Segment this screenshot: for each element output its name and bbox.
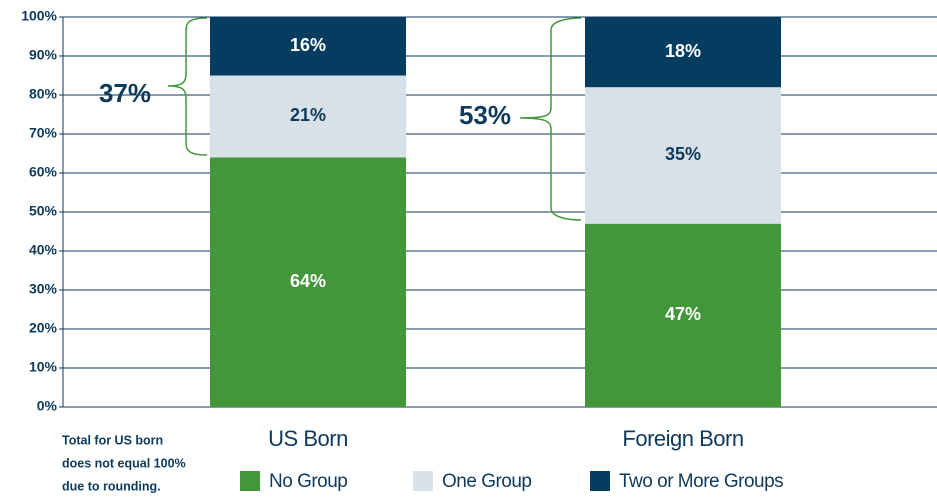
value-label: 35%	[665, 144, 701, 164]
y-tick-label: 60%	[29, 164, 58, 180]
legend-swatch	[590, 471, 610, 491]
value-label: 47%	[665, 304, 701, 324]
bar-segment	[210, 75, 406, 158]
y-tick-label: 90%	[29, 47, 58, 63]
y-tick-label: 20%	[29, 320, 58, 336]
y-tick-label: 30%	[29, 281, 58, 297]
x-tick-label: US Born	[268, 426, 348, 451]
y-tick-label: 0%	[37, 398, 58, 414]
y-tick-label: 70%	[29, 125, 58, 141]
bar-segment	[585, 223, 781, 407]
y-tick-label: 50%	[29, 203, 58, 219]
annotation: 37%	[99, 78, 151, 108]
y-tick-label: 10%	[29, 359, 58, 375]
bar-segment	[210, 17, 406, 76]
note: Total for US born	[62, 433, 163, 447]
value-label: 18%	[665, 41, 701, 61]
bar-segment	[585, 87, 781, 224]
legend-label: No Group	[269, 471, 347, 492]
y-tick-label: 80%	[29, 86, 58, 102]
value-label: 16%	[290, 35, 326, 55]
legend-label: One Group	[442, 471, 532, 492]
legend-swatch	[240, 471, 260, 491]
note: due to rounding.	[62, 479, 161, 493]
brace	[167, 17, 208, 156]
labels: US Born 64% 21% 16% Foreign Born 47% 35% 18% No …	[240, 35, 784, 492]
bar-segment	[210, 157, 406, 407]
note: does not equal 100%	[62, 456, 186, 470]
value-label: 64%	[290, 271, 326, 291]
y-tick-label: 40%	[29, 242, 58, 258]
grid: 0% 10% 20% 30% 40% 50% 60% 70% 80% 90% 100%	[21, 8, 937, 414]
value-label: 21%	[290, 105, 326, 125]
legend-swatch	[413, 471, 433, 491]
x-tick-label: Foreign Born	[622, 426, 743, 451]
brace	[519, 17, 582, 221]
bars	[210, 17, 781, 407]
annotation: 53%	[459, 100, 511, 130]
y-tick-label: 100%	[21, 8, 57, 24]
bar-segment	[585, 17, 781, 88]
legend-label: Two or More Groups	[619, 471, 783, 492]
